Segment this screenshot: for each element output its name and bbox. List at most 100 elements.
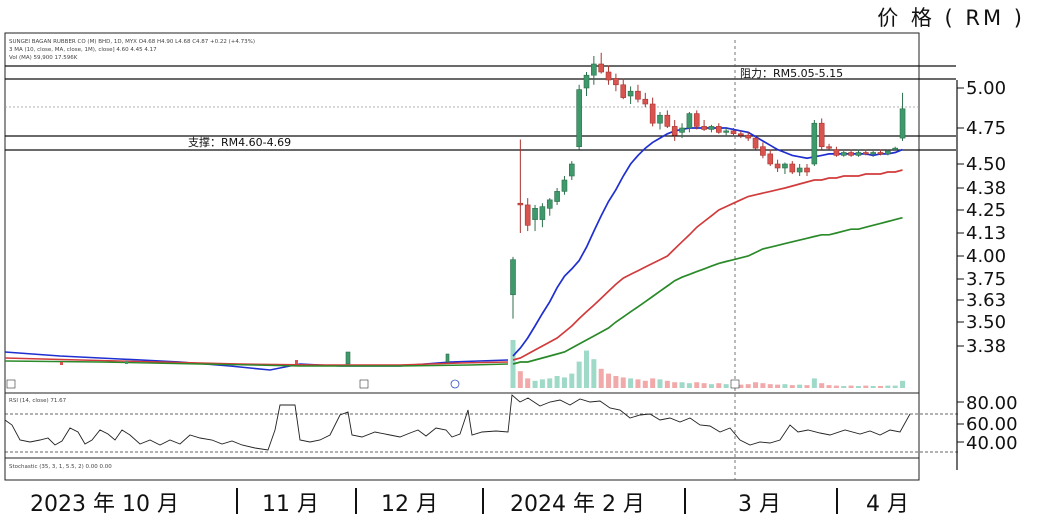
candle-body [671,126,678,136]
candle-body [613,78,619,86]
candle-body [774,163,781,169]
volume-bar [628,378,634,388]
candle-body [649,103,656,124]
rsi-level-80-label: 80.00 [966,393,1018,414]
candle-body [723,130,729,133]
rsi-panel-frame [4,392,920,459]
volume-bar [517,371,523,388]
candle-body [701,126,707,130]
rsi-label: RSI (14, close) 71.67 [9,398,67,404]
volume-bar [789,385,795,388]
volume-bar [584,350,589,388]
candle-body [539,206,546,220]
volume-bar [642,380,648,388]
month-separator [355,488,357,514]
volume-bar [900,380,906,388]
stoch-label: Stochastic (35, 3, 1, 5.5, 2) 0.00 0.00 [9,464,112,470]
month-mar: 3 月 [738,492,781,517]
volume-bar [885,385,891,388]
candle-body [561,179,568,192]
candle-body [885,150,891,155]
volume-bar [606,373,612,388]
month-oct-2023: 2023 年 10 月 [30,492,179,517]
candle-body [870,152,876,155]
rsi-line [4,394,911,451]
y-tick-label: 3.50 [966,312,1006,333]
y-tick-label: 5.00 [966,78,1006,99]
volume-bar [797,384,803,388]
candle-body [686,113,693,129]
volume-bar [782,384,788,388]
candle-body [789,163,796,173]
candle-body [532,208,538,220]
candle-body [796,167,803,173]
volume-bar [878,386,883,388]
y-tick-label: 4.00 [966,246,1006,267]
month-nov: 11 月 [262,492,319,517]
volume-bar [841,386,847,388]
volume-bar [591,359,597,388]
candle-body [598,63,605,73]
y-tick-label: 4.13 [966,223,1006,244]
candle-body [899,108,906,139]
volume-bar [525,378,531,388]
candle-body [752,137,759,149]
rsi-level-40-label: 40.00 [966,433,1018,454]
candle-body [855,152,862,156]
volume-bar [775,384,781,388]
candle-body [782,163,788,169]
candlesticks [510,52,906,319]
month-axis: 2023 年 10 月 11 月 12 月 2024 年 2 月 3 月 4 月 [0,486,1039,526]
volume-bar [635,379,641,388]
volume-bar [708,384,714,388]
candle-body [715,126,722,133]
candle-body [862,152,869,155]
volume-bar [679,382,685,388]
candle-body [568,163,575,177]
candle-body [833,149,840,156]
candle-body [811,122,818,165]
header-line-1: SUNGEI BAGAN RUBBER CO (M) BHD, 1D, MYX … [9,39,255,45]
volume-bar [855,386,861,388]
stoch-panel-frame [4,457,920,481]
month-separator [684,488,686,514]
candle-body [517,202,524,206]
candle-body [708,126,715,130]
candle-body [693,113,700,127]
y-tick-label: 4.25 [966,200,1006,221]
volume-bar [833,385,839,388]
volume-bar [738,384,744,388]
month-dec: 12 月 [381,492,438,517]
candle-body [635,90,641,100]
candle-body [738,133,744,136]
event-markers [6,379,740,389]
volume-bar [554,376,560,388]
volume-bar [532,380,538,388]
candle-body [546,199,553,209]
candle-body [576,89,582,148]
volume-bar [620,377,626,388]
volume-bar [657,379,663,388]
candle-body [760,146,766,156]
volume-bar [539,379,545,388]
candle-body [826,146,832,149]
header-line-2: 3 MA (10, close, MA, close, 1M), close] … [9,47,157,53]
month-apr: 4 月 [866,492,909,517]
ma-green-line [512,216,903,365]
candle-body [877,152,884,155]
y-tick-label: 4.50 [966,154,1006,175]
volume-bar [811,378,817,388]
ma-red-line [512,169,903,361]
month-separator [482,488,484,514]
candle-body [620,84,627,98]
candle-body [818,122,825,148]
header-line-3: Vol (MA) 59,900 17.596K [9,55,78,61]
early-candles [60,351,450,365]
volume-bar [694,382,700,388]
ma-blue-early [4,351,509,371]
support-label: 支撑：RM4.60-4.69 [188,135,291,149]
y-tick-label: 3.38 [966,336,1006,357]
candle-body [591,63,597,76]
